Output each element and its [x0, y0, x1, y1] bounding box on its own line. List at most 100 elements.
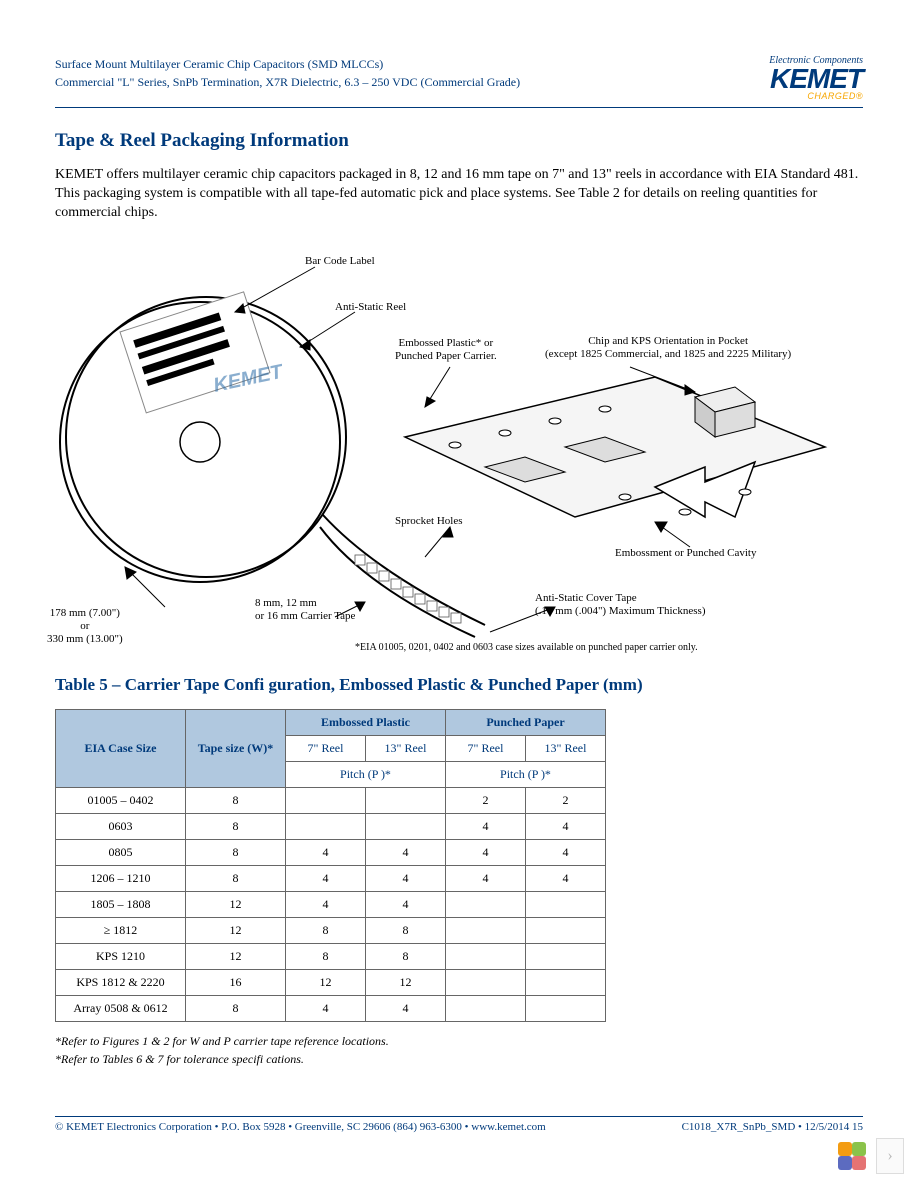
- col-pun-7reel: 7" Reel: [446, 735, 526, 761]
- header-line-1: Surface Mount Multilayer Ceramic Chip Ca…: [55, 55, 520, 73]
- col-pun-pitch: Pitch (P )*: [446, 761, 606, 787]
- table-cell: 4: [446, 865, 526, 891]
- label-chip-orientation: Chip and KPS Orientation in Pocket (exce…: [545, 335, 791, 361]
- table-cell: [366, 813, 446, 839]
- table-cell: 12: [186, 943, 286, 969]
- table5-title: Table 5 – Carrier Tape Confi guration, E…: [55, 675, 863, 695]
- section-title: Tape & Reel Packaging Information: [55, 130, 863, 152]
- viewer-logo-icon: [836, 1140, 868, 1172]
- table-row: ≥ 18121288: [56, 917, 606, 943]
- carrier-tape-table: EIA Case Size Tape size (W)* Embossed Pl…: [55, 709, 606, 1022]
- table-cell: ≥ 1812: [56, 917, 186, 943]
- table-cell: [526, 969, 606, 995]
- chevron-right-icon: ›: [887, 1147, 892, 1165]
- table-cell: Array 0508 & 0612: [56, 995, 186, 1021]
- table-cell: 8: [186, 839, 286, 865]
- table-cell: 1805 – 1808: [56, 891, 186, 917]
- table-row: KPS 1812 & 2220161212: [56, 969, 606, 995]
- table-cell: 0603: [56, 813, 186, 839]
- table-cell: 4: [366, 995, 446, 1021]
- table-cell: 4: [526, 865, 606, 891]
- table-cell: [446, 917, 526, 943]
- table-row: 01005 – 04028 22: [56, 787, 606, 813]
- table-cell: 16: [186, 969, 286, 995]
- table-cell: [446, 943, 526, 969]
- table-row: 080584444: [56, 839, 606, 865]
- table-cell: 8: [286, 917, 366, 943]
- table-row: 1206 – 121084444: [56, 865, 606, 891]
- table-row: 1805 – 18081244: [56, 891, 606, 917]
- table-cell: [286, 813, 366, 839]
- col-embossed: Embossed Plastic: [286, 709, 446, 735]
- table-cell: 12: [186, 891, 286, 917]
- table-cell: 01005 – 0402: [56, 787, 186, 813]
- body-paragraph: KEMET offers multilayer ceramic chip cap…: [55, 166, 863, 223]
- footer-left: © KEMET Electronics Corporation • P.O. B…: [55, 1121, 546, 1133]
- table-cell: [366, 787, 446, 813]
- table-cell: 4: [366, 865, 446, 891]
- table-cell: 4: [286, 865, 366, 891]
- table-cell: 2: [446, 787, 526, 813]
- table-cell: [446, 891, 526, 917]
- label-sprocket: Sprocket Holes: [395, 515, 463, 528]
- table-cell: 2: [526, 787, 606, 813]
- page-footer: © KEMET Electronics Corporation • P.O. B…: [55, 1116, 863, 1133]
- table-cell: 4: [526, 839, 606, 865]
- table-cell: 8: [286, 943, 366, 969]
- table-cell: 12: [286, 969, 366, 995]
- label-reel-size: 178 mm (7.00") or 330 mm (13.00"): [47, 607, 123, 647]
- table-cell: 8: [186, 995, 286, 1021]
- table-cell: 4: [526, 813, 606, 839]
- label-embossment-cavity: Embossment or Punched Cavity: [615, 547, 756, 560]
- col-tape-size: Tape size (W)*: [186, 709, 286, 787]
- footer-right: C1018_X7R_SnPb_SMD • 12/5/2014 15: [682, 1121, 863, 1133]
- table-cell: 8: [186, 813, 286, 839]
- table-cell: 8: [186, 787, 286, 813]
- table-cell: 4: [286, 839, 366, 865]
- packaging-diagram: KEMET: [55, 237, 863, 657]
- table-cell: [286, 787, 366, 813]
- col-emb-13reel: 13" Reel: [366, 735, 446, 761]
- table-cell: KPS 1210: [56, 943, 186, 969]
- table-cell: 12: [186, 917, 286, 943]
- label-eia-note: *EIA 01005, 0201, 0402 and 0603 case siz…: [355, 642, 698, 654]
- table-cell: 12: [366, 969, 446, 995]
- page-navigator: ›: [836, 1138, 904, 1174]
- table-cell: 4: [446, 839, 526, 865]
- col-pun-13reel: 13" Reel: [526, 735, 606, 761]
- table-cell: 8: [186, 865, 286, 891]
- table-cell: 4: [286, 891, 366, 917]
- table-cell: 4: [366, 839, 446, 865]
- table5-note-1: *Refer to Figures 1 & 2 for W and P carr…: [55, 1032, 863, 1050]
- col-punched: Punched Paper: [446, 709, 606, 735]
- col-emb-7reel: 7" Reel: [286, 735, 366, 761]
- label-embossed-carrier: Embossed Plastic* or Punched Paper Carri…: [395, 337, 497, 363]
- header-line-2: Commercial "L" Series, SnPb Termination,…: [55, 73, 520, 91]
- table-cell: 1206 – 1210: [56, 865, 186, 891]
- header-text: Surface Mount Multilayer Ceramic Chip Ca…: [55, 55, 520, 91]
- table-cell: 4: [286, 995, 366, 1021]
- col-case-size: EIA Case Size: [56, 709, 186, 787]
- table-cell: 8: [366, 943, 446, 969]
- table-cell: 0805: [56, 839, 186, 865]
- diagram-svg: KEMET: [55, 237, 863, 657]
- table-cell: [526, 943, 606, 969]
- table-cell: KPS 1812 & 2220: [56, 969, 186, 995]
- table-row: Array 0508 & 0612844: [56, 995, 606, 1021]
- table-cell: [526, 917, 606, 943]
- label-antistatic-reel: Anti-Static Reel: [335, 301, 406, 314]
- col-emb-pitch: Pitch (P )*: [286, 761, 446, 787]
- table-cell: 8: [366, 917, 446, 943]
- table-row: KPS 12101288: [56, 943, 606, 969]
- next-page-button[interactable]: ›: [876, 1138, 904, 1174]
- table-row: 06038 44: [56, 813, 606, 839]
- logo-text: KEMET: [769, 66, 863, 91]
- table-cell: [446, 995, 526, 1021]
- table-cell: [526, 995, 606, 1021]
- label-carrier-tape: 8 mm, 12 mm or 16 mm Carrier Tape: [255, 597, 355, 623]
- table5-notes: *Refer to Figures 1 & 2 for W and P carr…: [55, 1032, 863, 1068]
- label-cover-tape: Anti-Static Cover Tape (.10 mm (.004") M…: [535, 592, 706, 618]
- table-cell: [526, 891, 606, 917]
- table5-note-2: *Refer to Tables 6 & 7 for tolerance spe…: [55, 1050, 863, 1068]
- table-cell: 4: [446, 813, 526, 839]
